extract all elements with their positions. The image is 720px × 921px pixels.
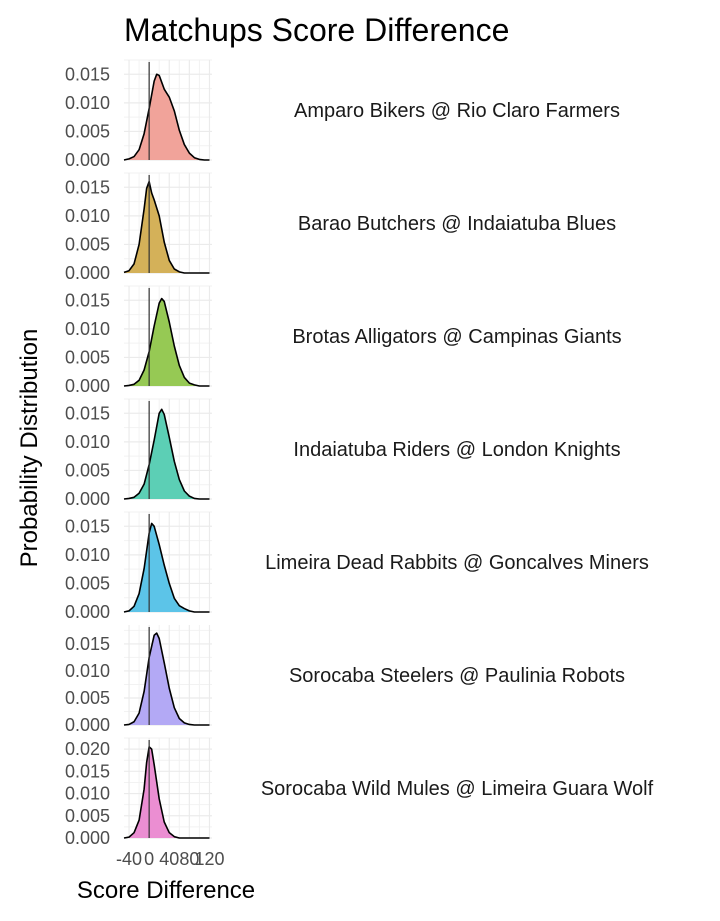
y-tick-label: 0.010 bbox=[65, 319, 110, 339]
y-tick-label: 0.005 bbox=[65, 347, 110, 367]
density-line bbox=[123, 297, 210, 387]
facet-label: Sorocaba Wild Mules @ Limeira Guara Wolf bbox=[261, 778, 654, 800]
y-tick-label: 0.015 bbox=[65, 290, 110, 310]
density-area bbox=[124, 746, 210, 838]
y-tick-label: 0.015 bbox=[65, 634, 110, 654]
facet-panel: 0.000 0.005 0.010 0.015 Sorocaba Steelers @ … bbox=[65, 625, 625, 735]
y-tick-label: 0.010 bbox=[65, 93, 110, 113]
density-line bbox=[123, 408, 210, 500]
x-tick-label: -40 bbox=[116, 849, 142, 869]
y-tick-label: 0.020 bbox=[65, 739, 110, 759]
density-area bbox=[124, 523, 210, 612]
y-tick-label: 0.015 bbox=[65, 64, 110, 84]
facet-panel: 0.000 0.005 0.010 0.015 Amparo Bikers @ Rio … bbox=[65, 59, 620, 170]
y-tick-label: 0.005 bbox=[65, 234, 110, 254]
x-axis-title: Score Difference bbox=[77, 877, 255, 904]
y-tick-label: 0.000 bbox=[65, 263, 110, 283]
y-tick-label: 0.000 bbox=[65, 489, 110, 509]
y-tick-label: 0.010 bbox=[65, 661, 110, 681]
facet-label: Brotas Alligators @ Campinas Giants bbox=[292, 326, 621, 348]
y-tick-label: 0.000 bbox=[65, 150, 110, 170]
facet-label: Amparo Bikers @ Rio Claro Farmers bbox=[294, 100, 620, 122]
facet-panel: 0.000 0.005 0.010 0.015 Brotas Alligators @ … bbox=[65, 285, 622, 396]
y-tick-label: 0.005 bbox=[65, 806, 110, 826]
y-tick-label: 0.010 bbox=[65, 206, 110, 226]
density-line bbox=[123, 522, 210, 613]
density-line bbox=[123, 73, 210, 161]
y-tick-label: 0.005 bbox=[65, 688, 110, 708]
x-tick-label: 0 bbox=[144, 849, 154, 869]
facet-label: Limeira Dead Rabbits @ Goncalves Miners bbox=[265, 552, 649, 574]
y-tick-label: 0.005 bbox=[65, 573, 110, 593]
chart-title: Matchups Score Difference bbox=[124, 12, 509, 48]
facet-label: Sorocaba Steelers @ Paulinia Robots bbox=[289, 665, 625, 687]
y-tick-label: 0.000 bbox=[65, 828, 110, 848]
x-tick-label: 120 bbox=[194, 849, 224, 869]
density-area bbox=[124, 74, 210, 160]
y-tick-label: 0.000 bbox=[65, 376, 110, 396]
y-tick-label: 0.010 bbox=[65, 784, 110, 804]
y-tick-label: 0.000 bbox=[65, 715, 110, 735]
facet-label: Barao Butchers @ Indaiatuba Blues bbox=[298, 213, 616, 235]
y-tick-label: 0.015 bbox=[65, 761, 110, 781]
density-area bbox=[124, 181, 210, 273]
y-tick-label: 0.010 bbox=[65, 432, 110, 452]
facet-panel: 0.000 0.005 0.010 0.015 Limeira Dead Rabbits… bbox=[65, 511, 649, 622]
density-line bbox=[123, 632, 210, 726]
density-line bbox=[123, 746, 210, 839]
x-tick-label: 80 bbox=[179, 849, 199, 869]
facet-label: Indaiatuba Riders @ London Knights bbox=[293, 439, 620, 461]
y-tick-label: 0.005 bbox=[65, 121, 110, 141]
y-tick-label: 0.005 bbox=[65, 460, 110, 480]
y-tick-label: 0.015 bbox=[65, 403, 110, 423]
y-tick-label: 0.015 bbox=[65, 516, 110, 536]
density-area bbox=[124, 409, 210, 499]
x-tick-label: 40 bbox=[159, 849, 179, 869]
facet-panel: 0.000 0.005 0.010 0.015 Barao Butchers @ Ind… bbox=[65, 172, 616, 283]
y-tick-label: 0.000 bbox=[65, 602, 110, 622]
y-tick-label: 0.015 bbox=[65, 177, 110, 197]
density-area bbox=[124, 298, 210, 386]
y-tick-label: 0.010 bbox=[65, 545, 110, 565]
facet-panel: 0.000 0.005 0.010 0.015 Indaiatuba Riders @ … bbox=[65, 398, 621, 509]
y-axis-title: Probability Distribution bbox=[16, 329, 43, 568]
density-line bbox=[123, 180, 210, 274]
